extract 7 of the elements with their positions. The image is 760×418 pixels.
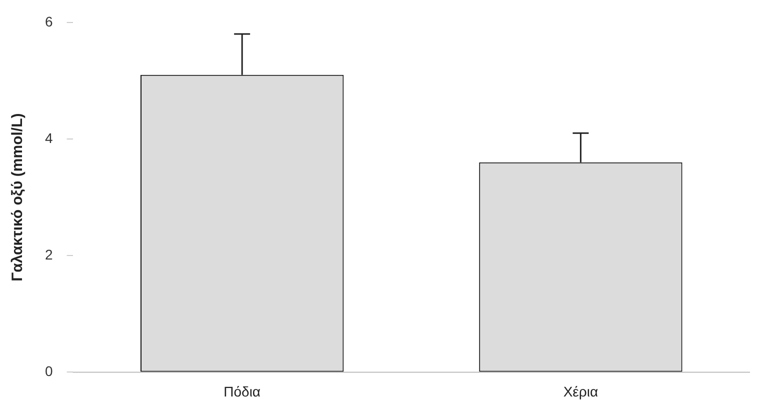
- y-tick-label: 2: [44, 246, 53, 262]
- x-tick-label: Χέρια: [563, 383, 598, 400]
- y-axis-title: Γαλακτικό οξύ (mmol/L): [9, 113, 26, 282]
- y-tick-label: 4: [44, 130, 53, 146]
- y-tick-label: 0: [44, 363, 53, 380]
- x-tick-label: Πόδια: [224, 383, 261, 400]
- y-tick-label: 6: [44, 13, 53, 30]
